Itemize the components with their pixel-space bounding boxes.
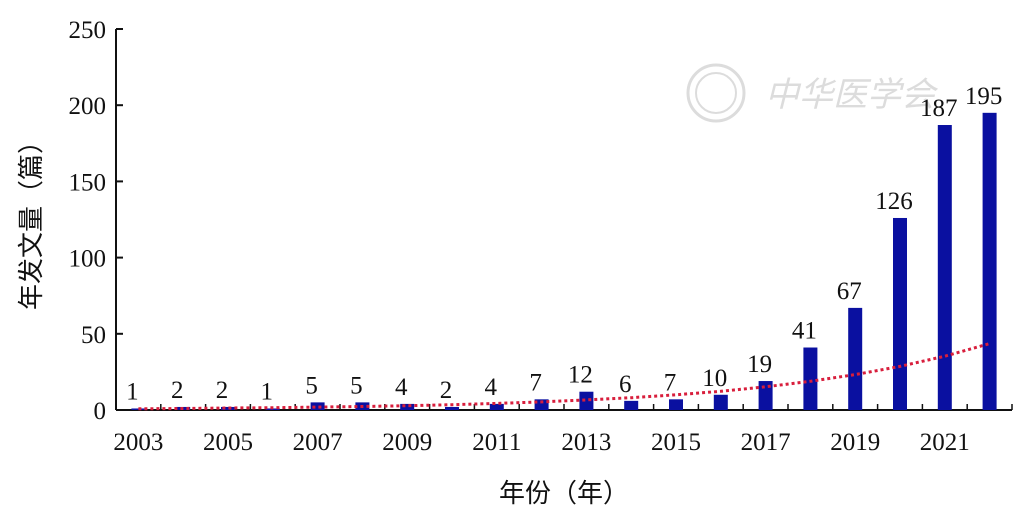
x-axis-title: 年份（年） — [499, 479, 629, 509]
data-label: 19 — [747, 351, 772, 378]
bar — [848, 307, 863, 410]
bar — [400, 403, 415, 410]
data-label: 6 — [619, 371, 632, 398]
bar — [624, 400, 639, 410]
bar — [669, 399, 683, 410]
y-tick-label: 50 — [81, 322, 106, 349]
y-axis-title: 年发文量（篇） — [17, 128, 47, 310]
watermark: 中华医学会 — [686, 63, 939, 123]
bar — [982, 112, 997, 410]
data-label: 4 — [395, 374, 408, 401]
bar — [713, 394, 728, 410]
y-tick-label: 200 — [69, 93, 107, 120]
x-tick-label: 2015 — [651, 429, 701, 456]
plot-area: 0 50 100 150 200 250 2003 2005 2007 2009 2011 2013 2… — [69, 17, 1013, 456]
data-label: 41 — [792, 318, 817, 345]
y-tick-label: 0 — [94, 398, 107, 425]
x-tick-label: 2007 — [293, 429, 343, 456]
y-tick-label: 100 — [69, 246, 107, 273]
data-label: 10 — [702, 365, 727, 392]
x-tick-label: 2017 — [741, 429, 791, 456]
data-label: 4 — [485, 374, 498, 401]
data-label: 187 — [920, 95, 958, 122]
bar — [489, 403, 504, 410]
data-label: 2 — [440, 377, 453, 404]
bar — [534, 399, 549, 410]
x-tick-label: 2019 — [830, 429, 880, 456]
data-label: 67 — [837, 278, 862, 305]
x-tick-label: 2005 — [203, 429, 253, 456]
bar — [445, 406, 459, 410]
data-label: 7 — [664, 369, 677, 396]
data-label: 1 — [126, 378, 139, 405]
trendline — [138, 342, 991, 411]
bar — [937, 125, 952, 411]
bar — [310, 402, 325, 410]
bar — [893, 217, 907, 410]
watermark-seal-icon — [686, 63, 746, 123]
data-label: 1 — [261, 378, 274, 405]
bar — [579, 391, 594, 410]
bar — [221, 406, 235, 410]
y-tick-label: 150 — [69, 169, 107, 196]
data-label: 195 — [965, 83, 1003, 110]
y-tick-label: 250 — [69, 17, 107, 44]
data-label: 7 — [529, 369, 542, 396]
watermark-text: 中华医学会 — [765, 75, 939, 115]
data-label: 5 — [350, 372, 363, 399]
x-tick-label: 2011 — [472, 429, 521, 456]
data-label: 2 — [216, 377, 229, 404]
bar — [265, 408, 280, 410]
data-label: 126 — [875, 188, 913, 215]
x-tick-label: 2003 — [113, 429, 163, 456]
data-label: 5 — [305, 372, 318, 399]
x-tick-label: 2021 — [920, 429, 970, 456]
x-tick-label: 2009 — [382, 429, 432, 456]
bar — [803, 347, 818, 410]
data-label: 12 — [568, 362, 593, 389]
bar — [131, 408, 146, 410]
x-tick-label: 2013 — [561, 429, 611, 456]
data-label: 2 — [171, 377, 184, 404]
